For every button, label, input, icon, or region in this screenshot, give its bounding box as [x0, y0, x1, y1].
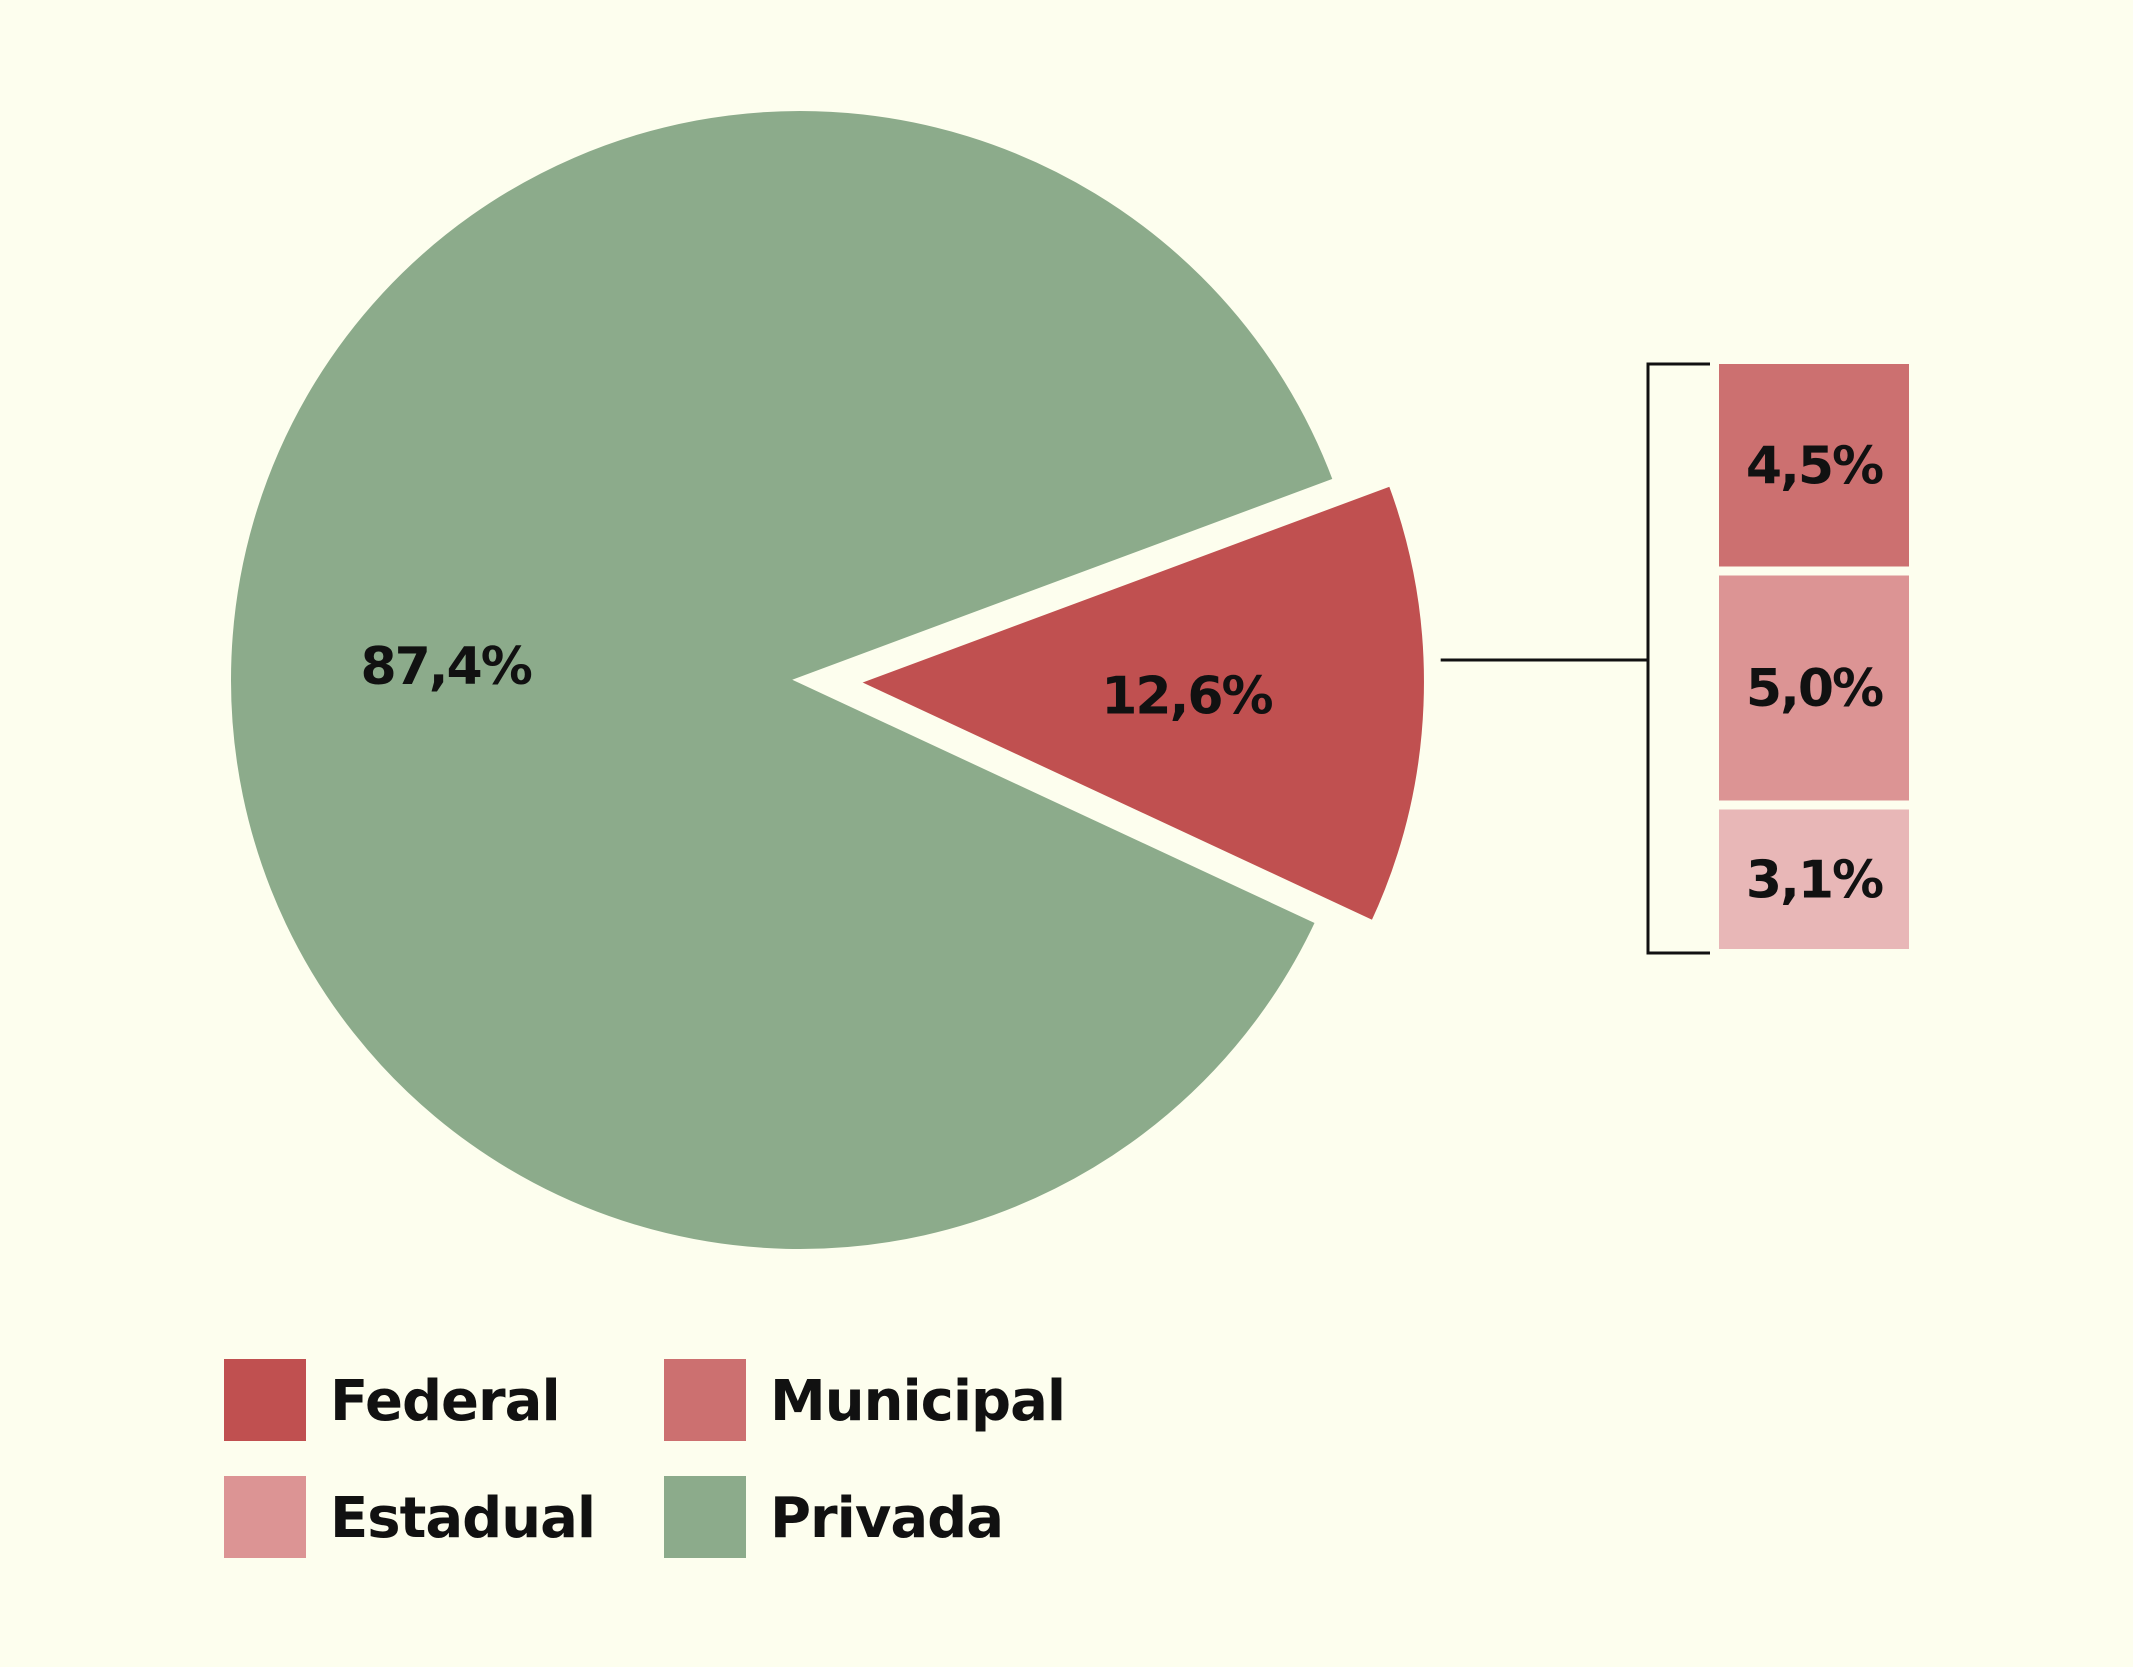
legend: Federal Municipal Estadual Privada [224, 1359, 1066, 1558]
legend-swatch-municipal [664, 1359, 746, 1441]
legend-swatch-federal [224, 1359, 306, 1441]
breakdown-label-2: 5,0% [1746, 659, 1883, 719]
breakdown-label-3: 3,1% [1746, 850, 1883, 910]
legend-label-federal: Federal [330, 1369, 560, 1434]
legend-swatch-privada [664, 1476, 746, 1558]
pie-label-pública: 12,6% [1101, 666, 1272, 726]
legend-swatch-estadual [224, 1476, 306, 1558]
breakdown-bracket [1646, 362, 1710, 955]
pie-group: 12,6% 87,4% [225, 105, 1430, 1255]
legend-label-estadual: Estadual [330, 1486, 595, 1551]
pie-slice-privada [225, 105, 1341, 1255]
legend-label-privada: Privada [770, 1486, 1003, 1551]
pie-slice-pública [847, 479, 1430, 928]
legend-label-municipal: Municipal [770, 1369, 1065, 1434]
breakdown-label-1: 4,5% [1746, 436, 1883, 496]
breakdown-segment-1 [1719, 364, 1909, 567]
breakdown-segment-2 [1719, 575, 1909, 801]
pie-label-privada: 87,4% [360, 637, 531, 697]
breakdown-stack: 4,5% 5,0% 3,1% [1440, 362, 1909, 955]
breakdown-segment-3 [1719, 809, 1909, 949]
